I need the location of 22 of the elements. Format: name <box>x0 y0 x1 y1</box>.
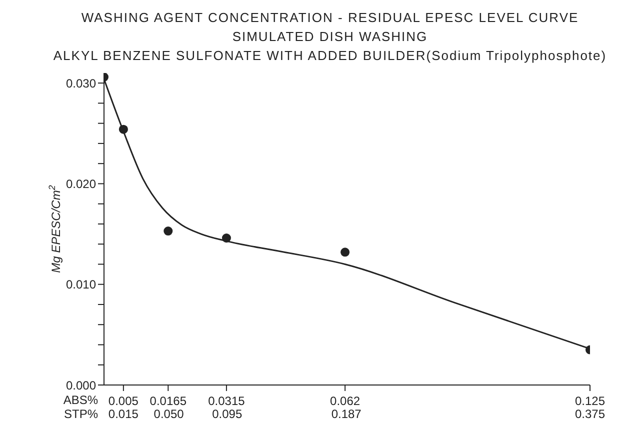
point <box>118 124 128 134</box>
y-tick-label: 0.020 <box>66 176 96 191</box>
x-tick-label: 0.125 <box>574 394 606 408</box>
text: 0.000 <box>66 378 96 392</box>
y-tick-label: 0.010 <box>66 278 96 292</box>
x2-tick-label: 0.015 <box>108 407 139 421</box>
x-tick-label: 0.005 <box>108 394 139 408</box>
x2-tick-label: 0.095 <box>212 407 242 421</box>
point <box>222 234 231 243</box>
x2-tick-label: 0.187 <box>331 407 362 421</box>
x-tick-label: 0.0315 <box>208 394 246 408</box>
x2-axis-title: STP% <box>64 407 98 421</box>
x-axis-title: ABS% <box>63 393 98 407</box>
x2-tick-label: 0.050 <box>154 407 184 421</box>
x-tick-label: 0.062 <box>330 394 360 408</box>
point <box>340 248 350 257</box>
chart-subtitle: SIMULATED DISH WASHING ALKYL BENZENE SULFONATE WITH ADDED BUILDER(Sodium Tripolyphosphote) <box>52 28 608 65</box>
x2-tick-label: 0.375 <box>574 407 606 421</box>
point <box>164 226 173 236</box>
chart-title: WASHING AGENT CONCENTRATION - RESIDUAL EPESC LEVEL CURVE <box>80 9 580 27</box>
x-tick-label: 0.0165 <box>150 394 187 408</box>
y-tick-label: 0.030 <box>66 76 96 90</box>
